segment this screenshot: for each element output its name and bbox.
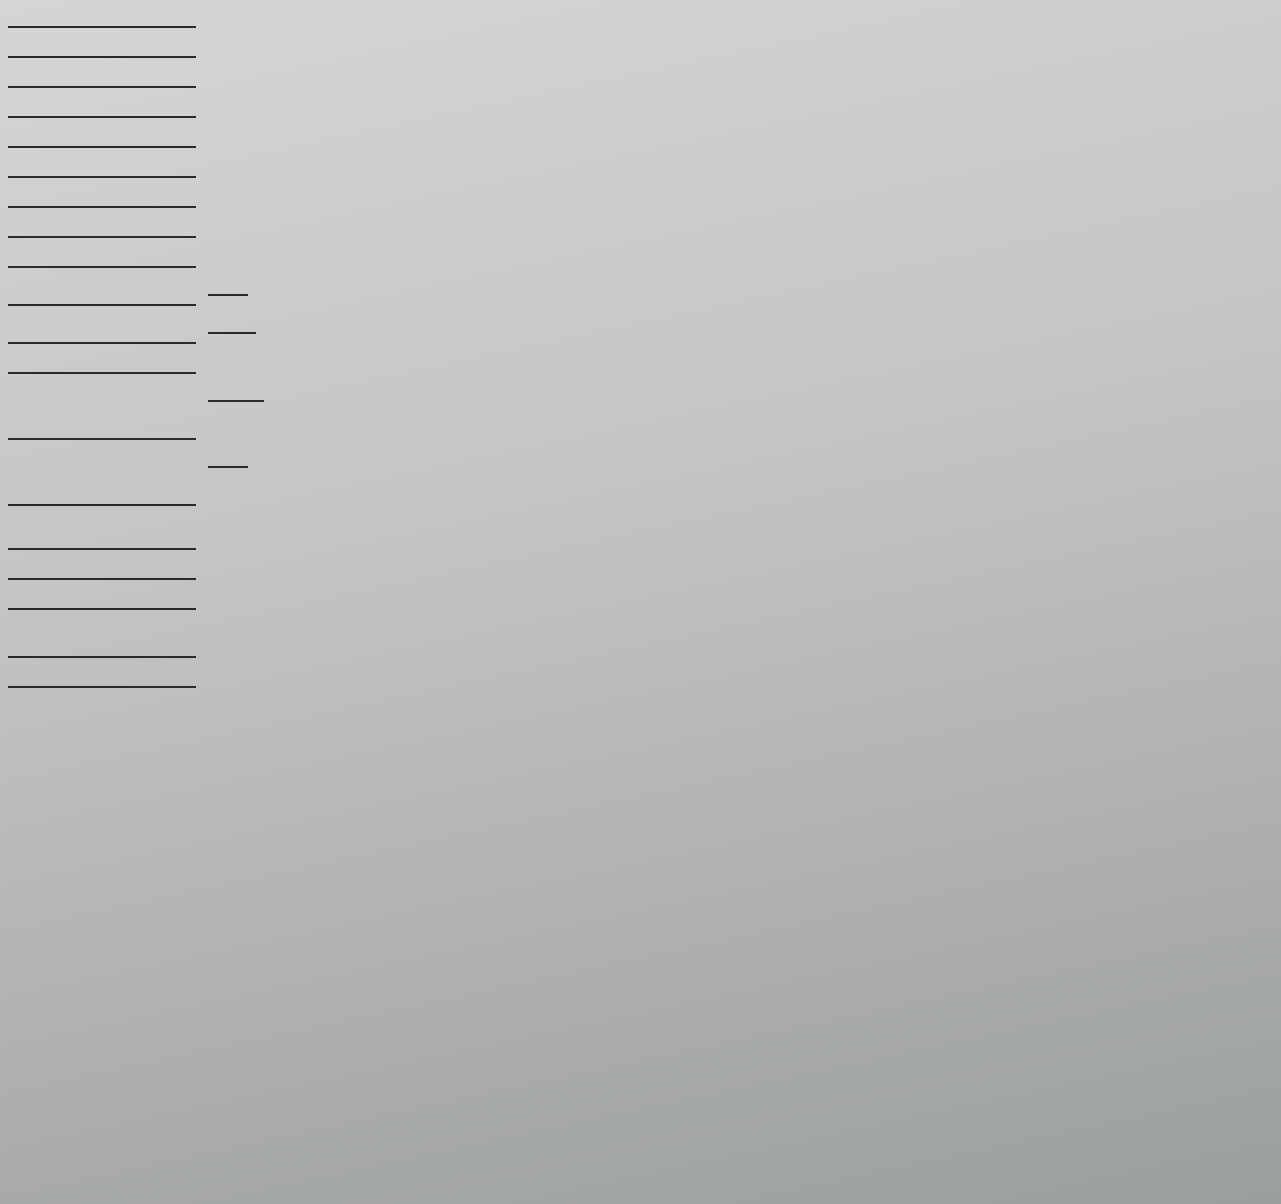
- answer-blank-25[interactable]: [8, 480, 196, 506]
- answer-blank-14[interactable]: [8, 62, 196, 88]
- answer-blank-13[interactable]: [8, 32, 196, 58]
- worksheet-page: [0, 0, 1281, 1204]
- answer-blank-21[interactable]: [8, 280, 196, 306]
- answer-blank-18[interactable]: [8, 182, 196, 208]
- inline-blank[interactable]: [208, 332, 256, 334]
- answer-blank-30[interactable]: [8, 662, 196, 688]
- figures-area: [620, 36, 1270, 356]
- question-21: [208, 272, 248, 306]
- answer-blank-26[interactable]: [8, 524, 196, 550]
- main-column: [8, 0, 618, 268]
- answer-blank-20[interactable]: [8, 242, 196, 268]
- inline-blank[interactable]: [208, 294, 248, 296]
- answer-blank-24[interactable]: [8, 414, 196, 440]
- question-23-line2: [208, 378, 1265, 412]
- answer-blank-17[interactable]: [8, 152, 196, 178]
- answer-blank-19[interactable]: [8, 212, 196, 238]
- answer-blank-15[interactable]: [8, 92, 196, 118]
- answer-blank-22[interactable]: [8, 318, 196, 344]
- answer-blank-28[interactable]: [8, 584, 196, 610]
- answer-blank-12[interactable]: [8, 2, 196, 28]
- question-24-line2: [208, 444, 1265, 478]
- figure-8: [870, 36, 1190, 226]
- answer-blank-29[interactable]: [8, 632, 196, 658]
- inline-blank[interactable]: [208, 400, 264, 402]
- answer-blank-23[interactable]: [8, 348, 196, 374]
- figure-7: [620, 46, 820, 266]
- answer-blank-16[interactable]: [8, 122, 196, 148]
- inline-blank[interactable]: [208, 466, 248, 468]
- question-22: [208, 310, 256, 344]
- figure-9: [780, 236, 1110, 376]
- answer-blank-27[interactable]: [8, 554, 196, 580]
